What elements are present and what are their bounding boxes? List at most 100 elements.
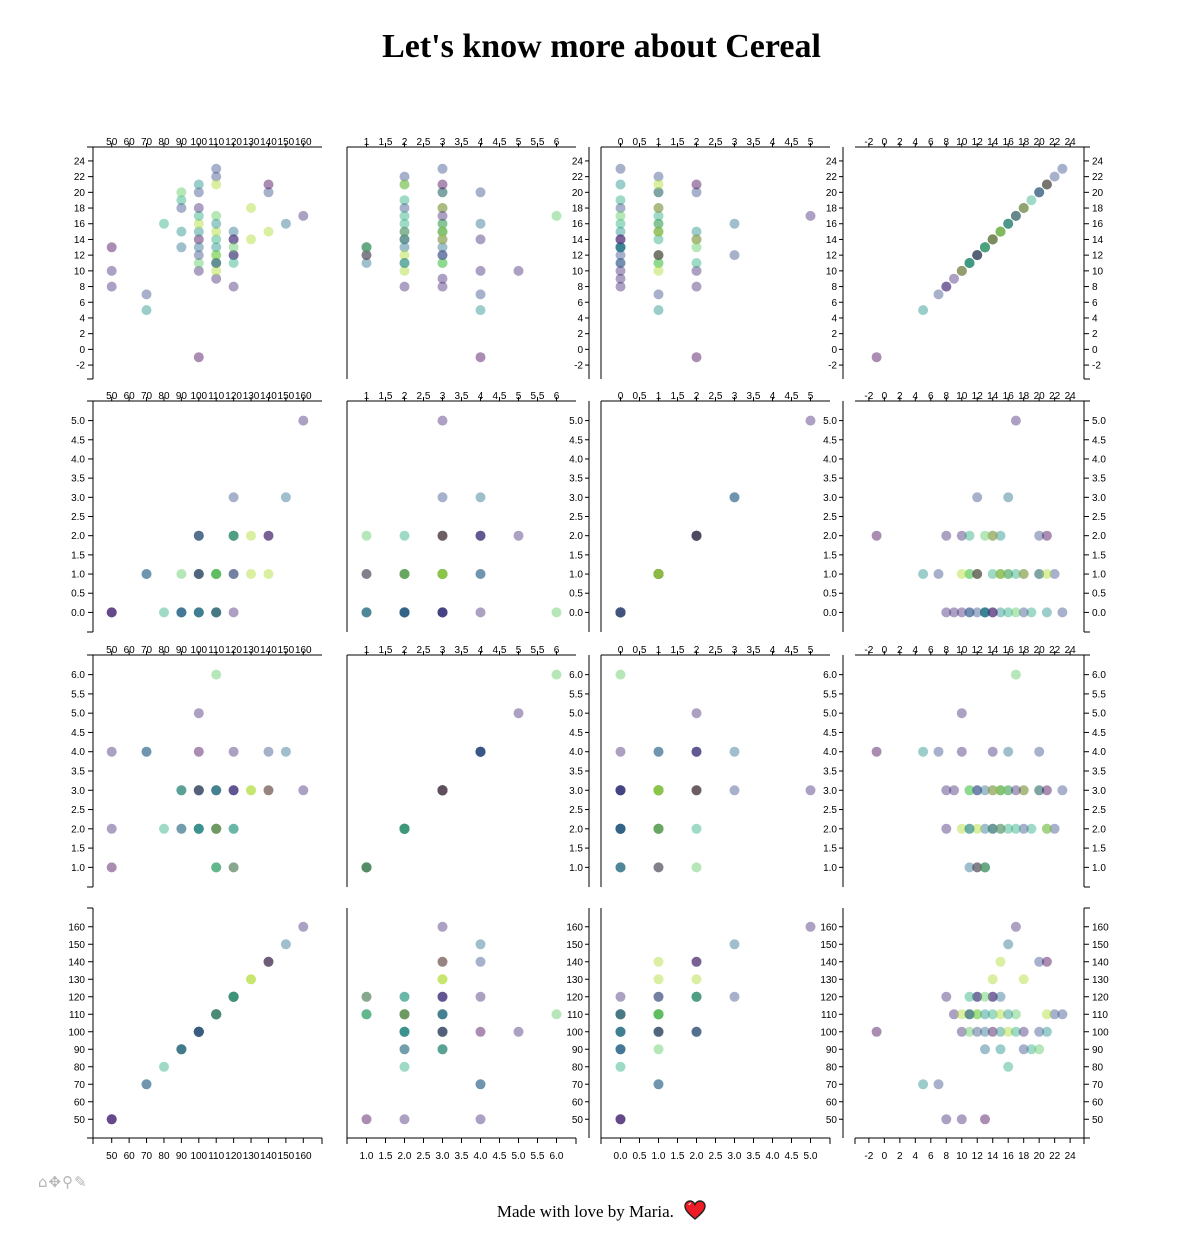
tick-label: 2 <box>897 391 903 402</box>
tick-label: 90 <box>826 1045 838 1056</box>
tick-label: 16 <box>572 219 584 230</box>
data-point <box>653 569 664 579</box>
data-point <box>1034 956 1045 967</box>
data-point <box>995 823 1006 834</box>
tick-label: 3.0 <box>823 493 837 504</box>
tick-label: 1.5 <box>569 550 583 561</box>
data-point <box>399 569 410 579</box>
data-point <box>193 823 204 834</box>
tick-label: 4.5 <box>785 645 799 656</box>
tick-label: 20 <box>826 188 838 199</box>
data-point <box>437 210 448 221</box>
tick-label: 80 <box>1092 1062 1104 1073</box>
data-point <box>956 265 967 276</box>
data-point <box>987 746 998 757</box>
data-point <box>1041 607 1052 618</box>
tick-label: 5 <box>516 391 522 402</box>
tick-label: 2.0 <box>569 824 583 835</box>
data-point <box>211 250 222 261</box>
data-point <box>399 218 410 229</box>
data-point <box>437 530 448 541</box>
tick-label: 3 <box>440 391 446 402</box>
data-point <box>399 1009 410 1020</box>
data-point <box>615 991 626 1002</box>
brush-icon[interactable]: ✎ <box>74 1173 87 1191</box>
tick-label: 0.5 <box>633 137 647 148</box>
data-point <box>653 569 664 579</box>
data-point <box>805 210 816 221</box>
data-point <box>193 1026 204 1037</box>
tick-label: 6 <box>928 391 934 402</box>
panel-calories-vs-sugars <box>615 921 816 1125</box>
data-point <box>615 607 626 618</box>
data-point <box>228 785 239 796</box>
tick-label: 90 <box>572 1045 584 1056</box>
data-point <box>972 607 983 618</box>
data-point <box>211 1009 222 1020</box>
data-point <box>399 569 410 579</box>
data-point <box>361 569 372 579</box>
data-point <box>987 569 998 579</box>
tick-label: 140 <box>260 391 277 402</box>
data-point <box>399 203 410 213</box>
data-point <box>1049 569 1060 579</box>
pan-icon[interactable]: ✥ <box>48 1173 62 1191</box>
data-point <box>987 234 998 245</box>
zoom-icon[interactable]: ⚲ <box>62 1173 74 1191</box>
data-point <box>653 785 664 796</box>
tick-label: 1 <box>364 645 370 656</box>
data-point <box>995 785 1006 796</box>
data-point <box>653 569 664 579</box>
tick-label: 4 <box>770 137 776 148</box>
data-point <box>987 1026 998 1037</box>
data-point <box>228 991 239 1002</box>
data-point <box>228 823 239 834</box>
data-point <box>141 746 152 757</box>
data-point <box>980 242 990 253</box>
data-point <box>1049 1009 1060 1020</box>
data-point <box>193 569 204 579</box>
data-point <box>653 862 664 873</box>
data-point <box>956 569 967 579</box>
tick-label: 6 <box>831 298 837 309</box>
tick-label: 6 <box>554 137 560 148</box>
tick-label: 3.5 <box>747 645 761 656</box>
tick-label: 90 <box>176 137 188 148</box>
tick-label: 1.0 <box>652 1151 666 1162</box>
data-point <box>956 607 967 618</box>
data-point <box>193 242 204 253</box>
data-point <box>193 607 204 618</box>
data-point <box>437 530 448 541</box>
data-point <box>1041 530 1052 541</box>
data-point <box>263 226 274 237</box>
data-point <box>399 823 410 834</box>
data-point <box>615 785 626 796</box>
data-point <box>972 785 983 796</box>
tick-label: -2 <box>864 137 873 148</box>
data-point <box>361 607 372 618</box>
data-point <box>964 258 975 268</box>
data-point <box>399 1009 410 1020</box>
tick-label: 2.0 <box>71 824 85 835</box>
tick-label: 3.5 <box>71 474 85 485</box>
data-point <box>691 234 702 245</box>
tick-label: 18 <box>1018 1151 1030 1162</box>
tick-label: 0 <box>882 1151 888 1162</box>
data-point <box>193 823 204 834</box>
data-point <box>653 569 664 579</box>
data-point <box>211 823 222 834</box>
data-point <box>615 823 626 834</box>
data-point <box>956 530 967 541</box>
data-point <box>956 265 967 276</box>
data-point <box>615 785 626 796</box>
data-point <box>653 187 664 198</box>
home-icon[interactable]: ⌂ <box>38 1173 48 1191</box>
tick-label: 80 <box>74 1062 86 1073</box>
data-point <box>399 607 410 618</box>
tick-label: 2 <box>79 329 85 340</box>
data-point <box>972 862 983 873</box>
tick-label: 160 <box>295 391 312 402</box>
data-point <box>1010 415 1021 426</box>
data-point <box>615 607 626 618</box>
tick-label: 10 <box>74 266 86 277</box>
